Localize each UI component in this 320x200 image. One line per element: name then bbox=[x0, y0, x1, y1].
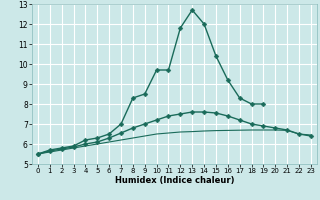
X-axis label: Humidex (Indice chaleur): Humidex (Indice chaleur) bbox=[115, 176, 234, 185]
